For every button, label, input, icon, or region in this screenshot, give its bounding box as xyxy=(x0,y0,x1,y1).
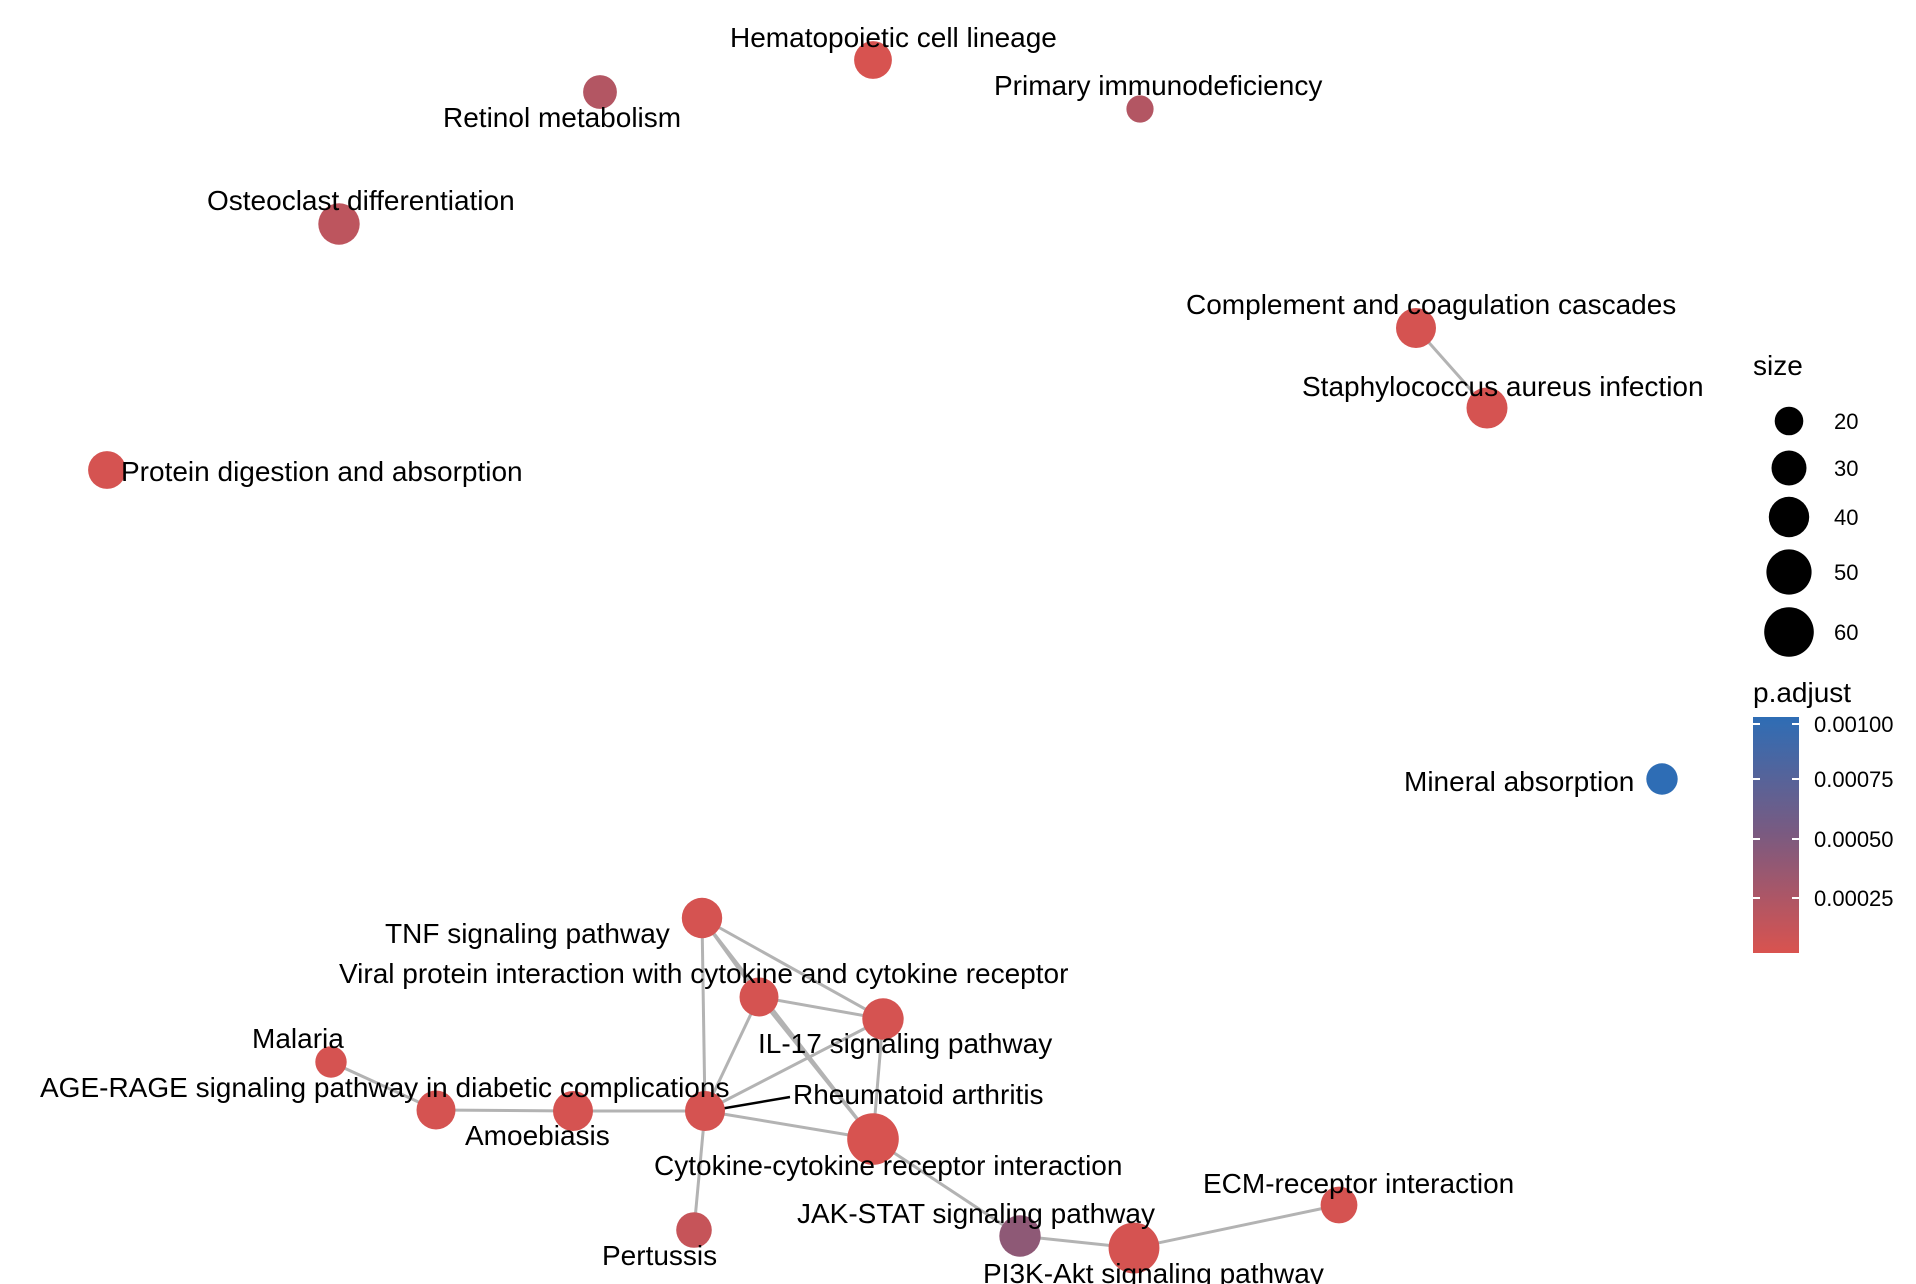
node-viral xyxy=(739,977,779,1017)
color-legend-keys: 0.00100 0.00075 0.00050 0.00025 xyxy=(1753,712,1894,911)
node-rheumatoid xyxy=(685,1091,725,1131)
node-cytokine xyxy=(847,1113,899,1165)
node-label-ecm: ECM-receptor interaction xyxy=(1203,1168,1514,1199)
node-label-layer: Hematopoietic cell lineage Retinol metabo… xyxy=(40,22,1704,1284)
edge-viral-rheumatoid xyxy=(703,996,761,1112)
node-complement xyxy=(1396,308,1436,348)
color-legend-label: 0.00050 xyxy=(1814,827,1894,852)
node-label-tnf: TNF signaling pathway xyxy=(385,918,670,949)
node-label-jakstat: JAK-STAT signaling pathway xyxy=(797,1198,1155,1229)
edge-viral-il17 xyxy=(758,995,884,1021)
node-label-osteoclast: Osteoclast differentiation xyxy=(207,185,515,216)
node-retinol xyxy=(583,75,617,109)
size-legend-label-20: 20 xyxy=(1834,409,1858,434)
node-label-amoebiasis: Amoebiasis xyxy=(465,1120,610,1151)
size-legend-label-50: 50 xyxy=(1834,560,1858,585)
edge-amoebiasis-agerage xyxy=(435,1108,574,1113)
node-pi3k xyxy=(1108,1222,1160,1274)
node-label-pi3k: PI3K-Akt signaling pathway xyxy=(983,1258,1324,1284)
node-jakstat xyxy=(999,1215,1041,1257)
node-label-rheumatoid: Rheumatoid arthritis xyxy=(793,1079,1044,1110)
edge-viral-cytokine xyxy=(757,996,875,1140)
node-hematopoietic xyxy=(854,41,892,79)
edge-tnf-il17 xyxy=(701,916,884,1021)
node-mineral xyxy=(1646,763,1678,795)
node-tnf xyxy=(681,897,723,939)
node-agerage xyxy=(416,1090,456,1130)
node-label-hematopoietic: Hematopoietic cell lineage xyxy=(730,22,1057,53)
size-legend-dot-30 xyxy=(1771,450,1807,486)
edge-pi3k-ecm xyxy=(1133,1203,1340,1250)
size-legend-dot-20 xyxy=(1774,406,1804,436)
node-osteoclast xyxy=(318,203,360,245)
node-label-staph: Staphylococcus aureus infection xyxy=(1302,371,1704,402)
size-legend-dot-60 xyxy=(1764,607,1814,657)
color-legend-label: 0.00100 xyxy=(1814,712,1894,737)
node-layer xyxy=(88,41,1678,1274)
edge-tnf-rheumatoid xyxy=(700,917,707,1112)
node-label-protein_digest: Protein digestion and absorption xyxy=(121,456,523,487)
node-protein_digest xyxy=(88,451,126,489)
size-legend-label-60: 60 xyxy=(1834,620,1858,645)
size-legend-dot-50 xyxy=(1766,549,1812,595)
color-legend-title: p.adjust xyxy=(1753,677,1851,708)
node-label-agerage: AGE-RAGE signaling pathway in diabetic c… xyxy=(40,1072,729,1103)
size-legend-dot-40 xyxy=(1768,496,1810,538)
size-legend-label-40: 40 xyxy=(1834,505,1858,530)
node-amoebiasis xyxy=(553,1091,593,1131)
edge-rheumatoid-cytokine xyxy=(704,1109,874,1141)
size-legend-keys: 20 30 40 50 60 xyxy=(1764,406,1858,657)
color-legend-label: 0.00025 xyxy=(1814,886,1894,911)
node-staph xyxy=(1466,387,1508,429)
node-label-primary_immuno: Primary immunodeficiency xyxy=(994,70,1322,101)
edge-cytokine-jakstat xyxy=(872,1137,1021,1238)
edge-layer xyxy=(330,327,1489,1250)
p-adjust-colorbar xyxy=(1753,717,1799,953)
node-ecm xyxy=(1320,1186,1358,1224)
node-pertussis xyxy=(676,1212,712,1248)
node-label-complement: Complement and coagulation cascades xyxy=(1186,289,1676,320)
node-label-mineral: Mineral absorption xyxy=(1404,766,1634,797)
edge-il17-rheumatoid xyxy=(704,1017,884,1113)
node-label-retinol: Retinol metabolism xyxy=(443,102,681,133)
node-label-il17: IL-17 signaling pathway xyxy=(758,1028,1052,1059)
size-legend-title: size xyxy=(1753,350,1803,381)
node-primary_immuno xyxy=(1126,95,1154,123)
size-legend-label-30: 30 xyxy=(1834,456,1858,481)
node-label-pertussis: Pertussis xyxy=(602,1240,717,1271)
color-legend-label: 0.00075 xyxy=(1814,767,1894,792)
node-label-viral: Viral protein interaction with cytokine … xyxy=(339,958,1068,989)
node-il17 xyxy=(862,998,904,1040)
node-label-cytokine: Cytokine-cytokine receptor interaction xyxy=(654,1150,1122,1181)
node-label-malaria: Malaria xyxy=(252,1023,344,1054)
node-malaria xyxy=(315,1046,347,1078)
